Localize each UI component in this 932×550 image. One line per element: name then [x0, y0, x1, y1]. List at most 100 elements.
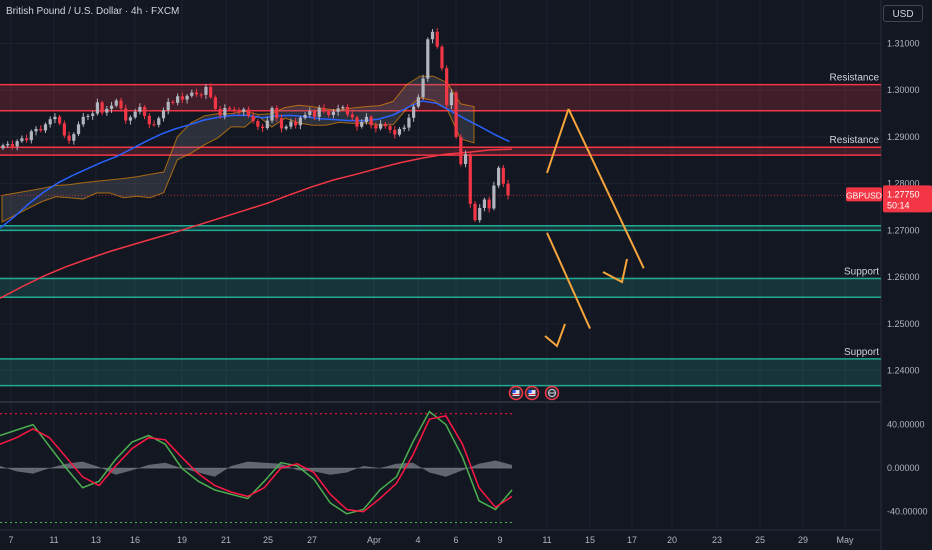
zones-layer: Resistance Resistance Support Support: [0, 73, 881, 387]
time-tick-label: 23: [712, 535, 722, 545]
price-tick-label: 1.29000: [887, 132, 920, 142]
projection-arrows: [544, 108, 645, 348]
candle-body: [95, 102, 99, 114]
candle-body: [76, 124, 81, 135]
candle-body: [412, 106, 416, 118]
candle-body: [138, 107, 142, 112]
event-icons[interactable]: [508, 385, 560, 401]
candle-body: [289, 121, 293, 127]
time-tick-label: 11: [542, 535, 551, 545]
candle-body: [350, 114, 354, 118]
candle-body: [62, 123, 66, 136]
zone-fill: [0, 84, 881, 111]
candle-body: [157, 118, 161, 125]
candle-body: [161, 110, 166, 119]
flag-canton: [512, 390, 516, 393]
candle-body: [67, 135, 71, 141]
candle-body: [426, 39, 430, 79]
candle-body: [124, 108, 128, 121]
candle-body: [440, 46, 444, 69]
globe-icon[interactable]: [544, 385, 560, 401]
zone-label: Resistance: [830, 135, 880, 146]
candle-body: [393, 129, 397, 135]
zone-label: Support: [844, 347, 879, 358]
candle-body: [143, 107, 147, 116]
zone-fill: [0, 225, 881, 231]
projection-arrow: [567, 108, 645, 269]
candle-body: [91, 113, 95, 116]
zone-label: Support: [844, 267, 879, 278]
candle-body: [445, 68, 449, 106]
time-tick-label: 15: [585, 535, 595, 545]
symbol-title[interactable]: British Pound / U.S. Dollar · 4h · FXCM: [6, 6, 180, 17]
candle-body: [39, 128, 43, 131]
candle-body: [213, 97, 217, 109]
candle-body: [190, 92, 194, 96]
candle-body: [388, 126, 392, 130]
currency-button[interactable]: USD: [883, 5, 923, 22]
candle-body: [119, 100, 123, 109]
time-tick-label: May: [836, 535, 854, 545]
candle-body: [10, 143, 15, 147]
candle-body: [506, 183, 510, 196]
flag-field: [528, 390, 536, 396]
candle-body: [284, 126, 288, 129]
candle-body: [402, 127, 406, 129]
candle-body: [478, 207, 482, 221]
ma-red-line: [0, 148, 512, 299]
candle-body: [430, 31, 435, 40]
candle-body: [194, 92, 199, 95]
candle-body: [209, 86, 213, 98]
us-flag-icon[interactable]: [524, 385, 540, 401]
us-flag-icon[interactable]: [508, 385, 524, 401]
symbol-tag-text: GBPUSD: [846, 190, 882, 200]
projection-arrow: [546, 108, 570, 174]
candle-body: [15, 141, 19, 147]
projection-arrow: [546, 232, 591, 329]
candle-body: [407, 117, 411, 128]
candle-body: [25, 138, 29, 141]
candle-body: [364, 116, 369, 122]
candle-body: [246, 109, 251, 116]
flag-field: [512, 390, 520, 396]
time-tick-label: 13: [91, 535, 101, 545]
candle-body: [317, 107, 321, 117]
time-tick-label: 4: [415, 535, 420, 545]
candle-body: [227, 107, 232, 110]
osc-main-line: [0, 410, 513, 515]
time-tick-label: 6: [453, 535, 458, 545]
candle-body: [473, 203, 477, 221]
candle-body: [223, 107, 227, 116]
candle-body: [468, 154, 472, 204]
candle-body: [43, 124, 48, 131]
osc-tick-label: 0.00000: [887, 463, 920, 473]
candle-body: [298, 117, 302, 126]
candle-body: [133, 111, 137, 118]
zone-label: Resistance: [830, 73, 880, 84]
candle-body: [279, 118, 284, 129]
candle-body: [265, 120, 269, 129]
candle-body: [185, 95, 189, 100]
candle-body: [459, 136, 463, 165]
candle-body: [501, 167, 505, 184]
time-tick-label: 17: [627, 535, 637, 545]
candle-body: [421, 78, 425, 98]
candle-body: [336, 108, 340, 112]
candle-body: [251, 115, 255, 122]
candle-body: [6, 143, 10, 146]
candle-body: [204, 86, 208, 95]
candle-body: [86, 115, 90, 117]
candle-body: [34, 128, 38, 132]
candle-body: [397, 128, 402, 135]
time-tick-label: 16: [130, 535, 140, 545]
candle-body: [105, 108, 109, 113]
candle-body: [232, 109, 236, 112]
candle-body: [497, 167, 501, 186]
arrowhead-left: [544, 323, 566, 348]
candle-body: [237, 111, 241, 113]
price-tick-label: 1.31000: [887, 38, 920, 48]
time-tick-label: 19: [177, 535, 187, 545]
